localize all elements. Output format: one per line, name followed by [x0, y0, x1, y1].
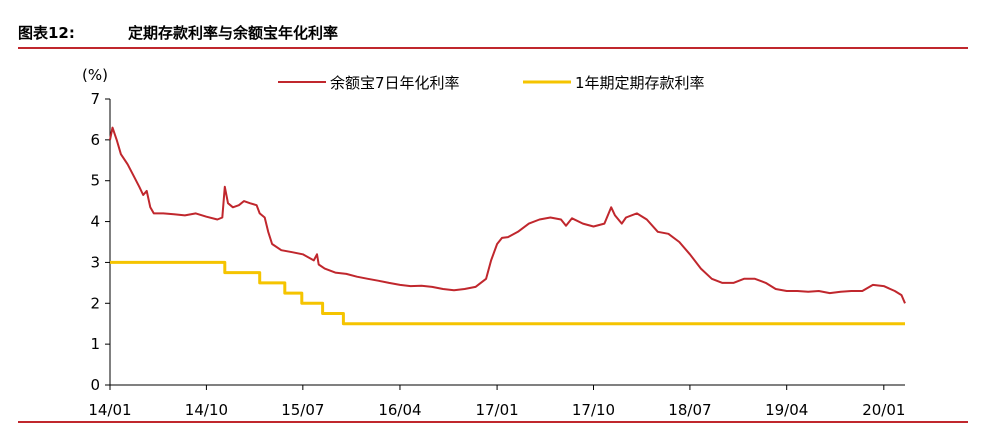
deposit-rate-line	[110, 260, 905, 326]
y-tick-label: 7	[90, 90, 100, 108]
y-tick-label: 4	[90, 213, 100, 231]
yuebao-rate-line	[109, 126, 906, 304]
x-tick-label: 14/01	[88, 401, 131, 419]
x-tick-label: 16/04	[378, 401, 421, 419]
y-tick-label: 3	[90, 253, 100, 271]
x-tick-label: 17/01	[475, 401, 518, 419]
x-tick-label: 18/07	[668, 401, 711, 419]
y-axis-unit: (%)	[82, 66, 108, 84]
figure-header: 图表12: 定期存款利率与余额宝年化利率	[18, 22, 968, 46]
x-tick-label: 17/10	[572, 401, 615, 419]
legend-label-1: 余额宝7日年化利率	[330, 74, 460, 92]
bottom-rule	[18, 421, 968, 423]
legend-label-2: 1年期定期存款利率	[575, 74, 705, 92]
y-tick-label: 1	[90, 335, 100, 353]
x-axis: 14/01 14/10 15/07 16/04 17/01 17/10 18/07 19/04…	[88, 384, 905, 419]
x-tick-label: 20/01	[862, 401, 905, 419]
y-tick-label: 6	[90, 131, 100, 149]
y-tick-label: 5	[90, 172, 100, 190]
y-tick-label: 0	[90, 376, 100, 394]
series-layer	[109, 126, 906, 326]
y-axis: 0 1 2 3 4 5 6 7	[90, 90, 111, 394]
legend: 余额宝7日年化利率 1年期定期存款利率	[278, 74, 705, 92]
figure-label: 图表12:	[18, 24, 75, 42]
top-rule	[18, 47, 968, 49]
y-tick-label: 2	[90, 294, 100, 312]
x-tick-label: 14/10	[185, 401, 228, 419]
x-tick-label: 15/07	[281, 401, 324, 419]
x-tick-label: 19/04	[765, 401, 808, 419]
chart-title: 定期存款利率与余额宝年化利率	[128, 24, 339, 42]
